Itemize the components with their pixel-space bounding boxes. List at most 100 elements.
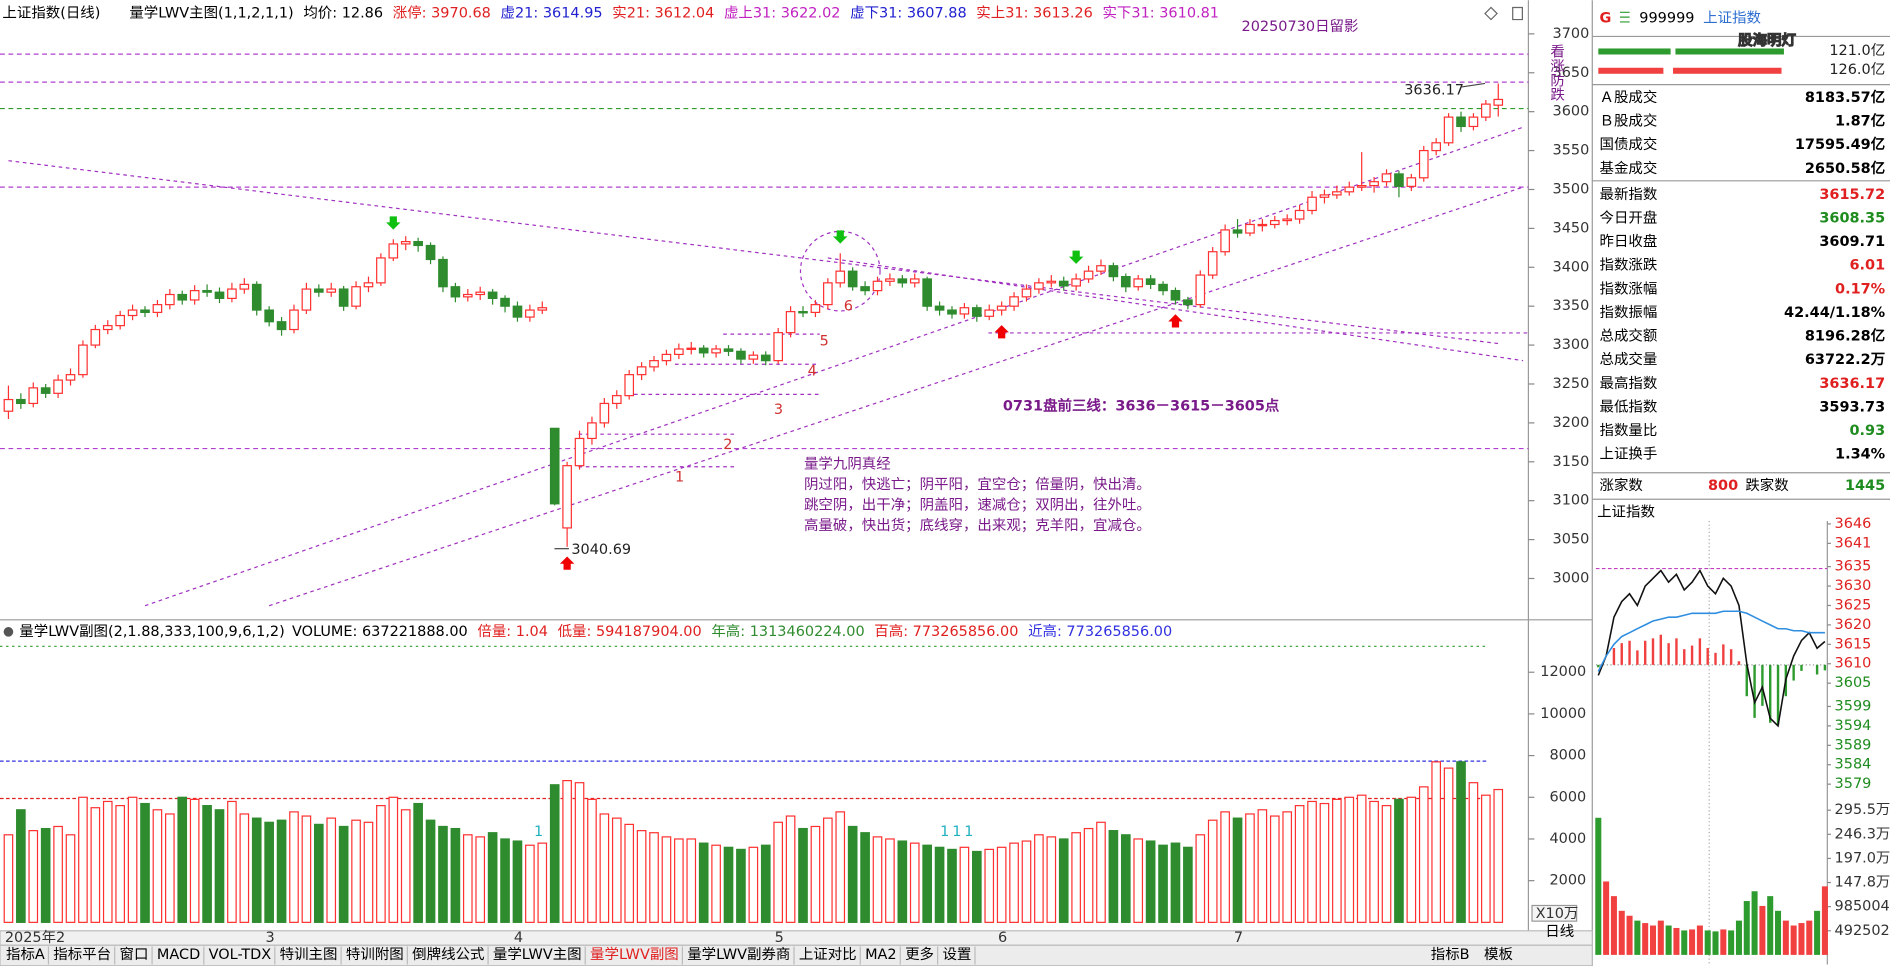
tab[interactable]: 量学LWV副图: [590, 946, 679, 963]
y-tick-label: 3100: [1553, 493, 1590, 509]
candle-body: [475, 291, 486, 296]
candle-body: [1394, 173, 1404, 187]
candle-body: [289, 309, 299, 331]
volume-bar: [1207, 819, 1218, 923]
step-label: 6: [844, 298, 853, 314]
volume-bar: [1344, 796, 1355, 923]
candle-body: [748, 354, 759, 360]
intraday-volume-bar: [1798, 923, 1805, 955]
intraday-volume-bar: [1790, 925, 1797, 955]
candle-body: [165, 293, 175, 306]
tab[interactable]: 量学LWV副券商: [687, 946, 790, 963]
volume-bar: [959, 846, 970, 923]
volume-bar: [202, 805, 212, 923]
volume-bar: [823, 817, 833, 923]
bar-label: 121.0亿: [1829, 42, 1885, 59]
tab[interactable]: MACD: [157, 947, 200, 963]
intraday-volume-bar: [1806, 920, 1813, 955]
volume-bar: [1195, 834, 1206, 923]
tab[interactable]: 特训主图: [280, 946, 338, 963]
tab[interactable]: 特训附图: [346, 946, 404, 963]
intraday-volume-bar: [1618, 910, 1625, 955]
y-tick-label: 3579: [1835, 776, 1872, 792]
y-tick-label: 3610: [1835, 656, 1872, 672]
candle-body: [102, 325, 113, 331]
y-tick-label: 3630: [1835, 578, 1872, 594]
candle-body: [227, 288, 237, 300]
tab[interactable]: 窗口: [120, 945, 149, 963]
high-label: 3636.17: [1404, 83, 1464, 99]
candle-body: [16, 398, 26, 405]
candle-body: [1468, 116, 1479, 128]
y-tick-label: 3350: [1553, 298, 1590, 314]
y-tick-label: 3589: [1835, 737, 1872, 753]
candle-body: [127, 309, 138, 317]
y-tick-label: 3000: [1553, 570, 1590, 586]
volume-bar: [835, 811, 846, 923]
tab[interactable]: 模板: [1484, 945, 1513, 963]
volume-bar: [289, 811, 299, 923]
trend-line: [268, 186, 1524, 607]
intraday-volume-bar: [1665, 925, 1672, 955]
candle-body: [711, 348, 721, 354]
header-item: 实21: 3612.04: [612, 5, 714, 22]
volume-bar: [16, 809, 26, 923]
step-label: 2: [723, 437, 732, 453]
candle-body: [115, 314, 125, 327]
candle-body: [947, 309, 957, 315]
candle-body: [835, 270, 846, 284]
candle-body: [1133, 278, 1144, 288]
stock-code: 999999: [1639, 10, 1694, 26]
tab[interactable]: 设置: [942, 946, 971, 963]
candle-body: [1319, 194, 1330, 198]
step-label: 3: [774, 402, 783, 418]
row-label: 总成交量: [1600, 350, 1658, 368]
tab[interactable]: 指标B: [1431, 946, 1470, 963]
volume-bar: [1418, 786, 1429, 923]
candle-body: [376, 257, 386, 284]
tab[interactable]: 更多: [905, 946, 934, 963]
tab[interactable]: 量学LWV主图: [493, 946, 582, 963]
candle-body: [885, 278, 895, 282]
intraday-volume-bar: [1642, 923, 1649, 955]
y-tick-label: 3150: [1553, 454, 1590, 470]
volume-bar: [512, 840, 523, 923]
volume-mark: 1: [952, 824, 961, 840]
candle-body: [152, 304, 163, 314]
candle-body: [78, 344, 88, 376]
period-label[interactable]: 日线: [1545, 923, 1574, 940]
candle-body: [40, 387, 51, 394]
candle-body: [587, 422, 597, 440]
candle-body: [500, 297, 510, 307]
volume-bar: [1468, 782, 1479, 923]
breadth-value: 800: [1708, 478, 1738, 494]
volume-bar: [636, 830, 647, 923]
tab[interactable]: 指标平台: [53, 946, 111, 963]
tab[interactable]: 上证对比: [799, 946, 857, 963]
row-value: 3615.72: [1819, 187, 1885, 203]
candle-body: [972, 307, 982, 317]
volume-bar: [177, 796, 188, 923]
logo: G: [1600, 10, 1612, 26]
intraday-volume-bar: [1657, 920, 1664, 955]
candle-body: [1232, 229, 1243, 234]
volume-bar: [1307, 800, 1317, 923]
tab[interactable]: MA2: [865, 947, 897, 963]
volume-bar: [1443, 767, 1454, 923]
tab[interactable]: 指标A: [6, 946, 45, 963]
volume-bar: [276, 819, 287, 923]
y-tick-label: 3584: [1835, 757, 1872, 773]
trend-line: [144, 126, 1524, 607]
candle-body: [723, 348, 734, 352]
tab[interactable]: 倒牌线公式: [412, 946, 484, 963]
volume-bar: [1058, 838, 1069, 923]
candle-body: [351, 286, 361, 307]
volume-bar: [996, 846, 1007, 923]
volume-bar: [611, 817, 622, 923]
header-item: 上证指数(日线): [2, 5, 100, 22]
tab[interactable]: VOL-TDX: [209, 947, 272, 963]
volume-bar: [351, 819, 361, 923]
volume-bar: [760, 844, 771, 923]
candle-body: [65, 374, 76, 381]
